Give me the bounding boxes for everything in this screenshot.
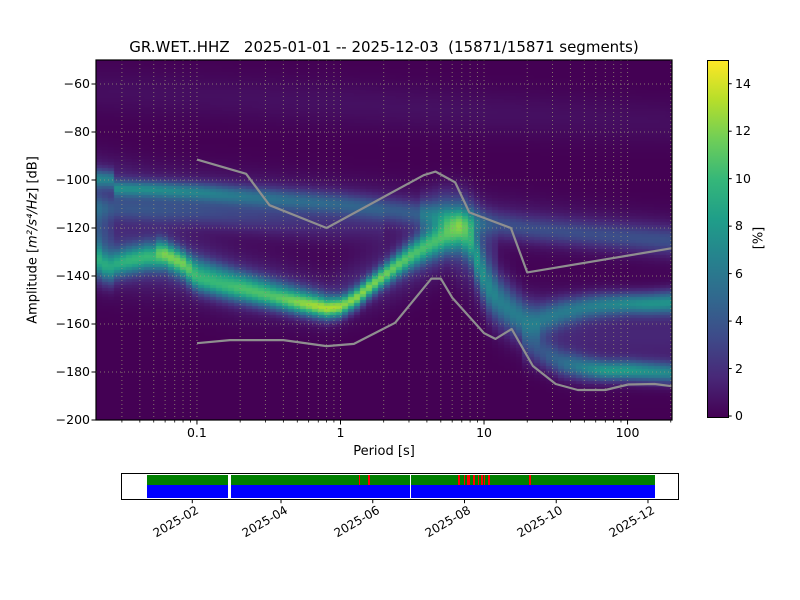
timeline-tick-label: 2025-04 <box>239 503 291 541</box>
timeline-data-segment <box>230 484 394 498</box>
colorbar-tick-label: 8 <box>735 218 743 234</box>
timeline-gap-mark <box>367 474 370 485</box>
colorbar-tick-label: 6 <box>735 265 743 281</box>
timeline-data-segment <box>393 484 410 498</box>
timeline-data-segment <box>146 484 228 498</box>
timeline-psd-segment <box>411 474 655 485</box>
y-tick-label: −60 <box>63 76 90 91</box>
timeline-psd-segment <box>230 474 394 485</box>
y-tick-label: −100 <box>55 172 90 187</box>
ppsd-heatmap <box>96 60 672 420</box>
x-tick-label: 10 <box>476 425 492 440</box>
timeline-gap-mark <box>477 474 480 485</box>
colorbar-tick-label: 4 <box>735 313 743 329</box>
timeline-gap-mark <box>488 474 491 485</box>
colorbar-tick-label: 12 <box>735 123 751 139</box>
y-tick-label: −140 <box>55 268 90 283</box>
colorbar <box>707 60 729 418</box>
timeline-gap-mark <box>473 474 475 485</box>
y-axis-label: Amplitude [m²/s⁴/Hz] [dB] <box>25 156 41 324</box>
timeline-gap-mark <box>466 474 470 485</box>
timeline-tick-label: 2025-02 <box>150 503 202 541</box>
y-tick-label: −80 <box>63 124 90 139</box>
timeline-psd-segment <box>393 474 410 485</box>
colorbar-tick-label: 0 <box>735 408 743 423</box>
y-axis-label-math: m²/s⁴/Hz <box>25 192 41 248</box>
timeline-psd-segment <box>146 474 228 485</box>
x-tick-label: 100 <box>615 425 640 440</box>
timeline-gap-mark <box>528 474 531 485</box>
x-tick-label: 0.1 <box>186 425 207 440</box>
data-coverage-timeline <box>121 473 679 500</box>
y-tick-label: −200 <box>55 412 90 427</box>
timeline-gap-mark <box>483 474 486 485</box>
timeline-tick-label: 2025-06 <box>331 503 382 541</box>
timeline-tick-label: 2025-12 <box>606 503 657 541</box>
timeline-gap-mark <box>457 474 460 485</box>
timeline-gap-mark <box>480 474 483 485</box>
y-tick-label: −160 <box>55 316 90 331</box>
timeline-gap-mark <box>358 474 361 485</box>
colorbar-tick-label: 14 <box>735 75 751 91</box>
y-tick-label: −180 <box>55 364 90 379</box>
plot-title: GR.WET..HHZ 2025-01-01 -- 2025-12-03 (15… <box>129 38 639 56</box>
timeline-data-segment <box>411 484 655 498</box>
timeline-tick-label: 2025-08 <box>423 503 474 541</box>
colorbar-tick-label: 10 <box>735 170 751 186</box>
y-tick-label: −120 <box>55 220 90 235</box>
timeline-gap-mark <box>463 474 466 485</box>
x-axis-label: Period [s] <box>353 444 415 459</box>
timeline-tick-label: 2025-10 <box>514 503 566 541</box>
x-tick-label: 1 <box>336 425 345 440</box>
colorbar-tick-label: 2 <box>735 360 743 376</box>
